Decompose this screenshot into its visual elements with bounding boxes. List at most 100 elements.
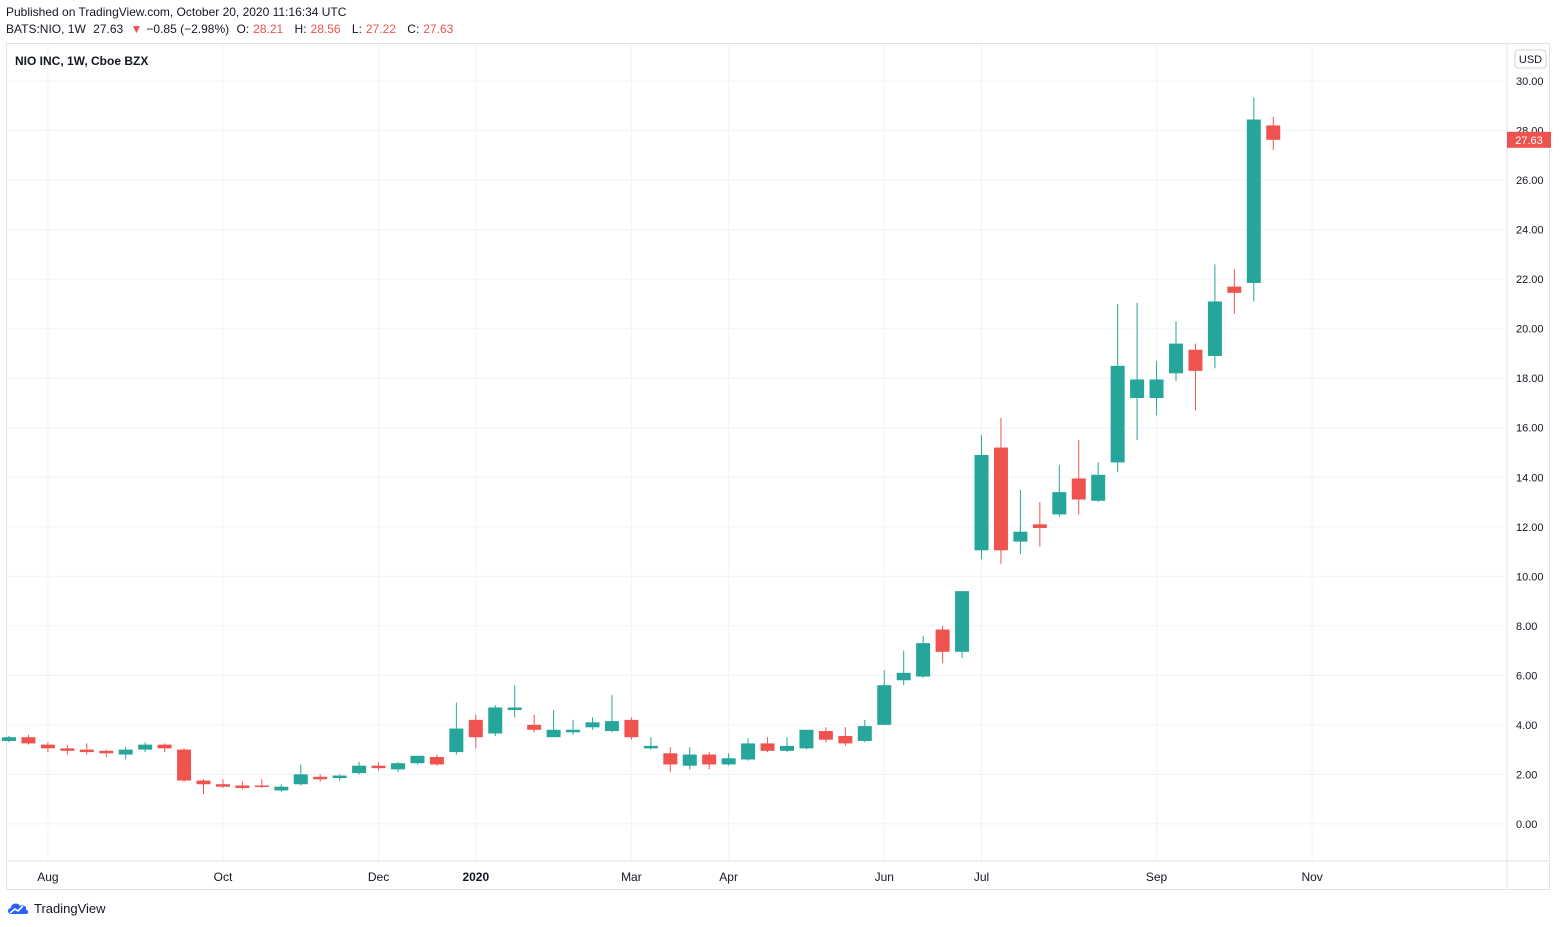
candle-body xyxy=(1149,379,1164,399)
candle-body xyxy=(79,749,94,753)
x-tick-label: 2020 xyxy=(462,870,489,884)
y-tick-label: 22.00 xyxy=(1516,274,1544,286)
candle-down xyxy=(468,714,483,749)
candle-body xyxy=(993,447,1008,551)
y-tick-label: 0.00 xyxy=(1516,819,1537,831)
x-tick-label: Sep xyxy=(1146,870,1168,884)
candle-up xyxy=(1052,464,1067,517)
candle-up xyxy=(1091,462,1106,503)
candle-down xyxy=(1188,343,1203,411)
candle-body xyxy=(235,785,250,788)
candle-body xyxy=(138,744,153,750)
candle-down xyxy=(215,779,230,788)
candle-body xyxy=(1071,478,1086,500)
candle-up xyxy=(682,747,697,770)
candle-down xyxy=(99,749,114,758)
candle-body xyxy=(546,729,561,738)
candle-body xyxy=(799,729,814,749)
candle-up xyxy=(955,591,970,658)
candle-down xyxy=(177,748,192,782)
x-tick-label: Nov xyxy=(1301,870,1322,884)
candle-down xyxy=(371,761,386,771)
candle-body xyxy=(60,748,75,751)
candle-body xyxy=(955,591,970,652)
chart-frame xyxy=(6,43,1550,890)
y-tick-label: 20.00 xyxy=(1516,324,1544,336)
candle-down xyxy=(702,752,717,770)
candle-body xyxy=(760,743,775,751)
candle-body xyxy=(21,737,36,744)
candle-up xyxy=(118,747,133,760)
candle-up xyxy=(1130,302,1145,441)
candle-body xyxy=(1110,365,1125,463)
candle-down xyxy=(1032,502,1047,547)
candle-body xyxy=(585,722,600,728)
candle-body xyxy=(1052,492,1067,515)
candle-body xyxy=(391,763,405,770)
candle-body xyxy=(780,745,794,751)
candle-body xyxy=(410,755,425,764)
candle-up xyxy=(391,761,405,772)
candle-up xyxy=(293,764,308,786)
candle-up xyxy=(896,650,911,686)
candle-body xyxy=(488,707,503,734)
y-tick-label: 24.00 xyxy=(1516,225,1544,237)
candle-body xyxy=(702,754,717,765)
y-tick-label: 8.00 xyxy=(1516,621,1537,633)
low-value: 27.22 xyxy=(365,22,396,36)
grid-lines xyxy=(7,44,1507,861)
candle-down xyxy=(1266,116,1281,150)
candle-body xyxy=(935,629,950,652)
y-tick-label: 10.00 xyxy=(1516,571,1544,583)
candle-down xyxy=(935,625,950,663)
candle-body xyxy=(877,685,892,725)
candle-up xyxy=(857,719,872,743)
candle-up xyxy=(974,435,989,559)
close-value: 27.63 xyxy=(423,22,454,36)
candle-body xyxy=(721,758,736,765)
candle-body xyxy=(624,719,639,738)
candle-up xyxy=(274,784,289,792)
candle-down xyxy=(40,742,55,753)
symbol-label: BATS:NIO, 1W xyxy=(6,22,86,36)
candle-up xyxy=(585,717,600,730)
candle-body xyxy=(196,780,211,785)
candle-body xyxy=(1032,524,1047,529)
candle-down xyxy=(313,774,328,782)
change-value: −0.85 (−2.98%) xyxy=(146,22,230,36)
candle-body xyxy=(1013,531,1028,542)
candles xyxy=(2,97,1281,795)
candle-up xyxy=(507,685,522,718)
y-tick-label: 26.00 xyxy=(1516,175,1544,187)
x-tick-label: Jul xyxy=(974,870,989,884)
candle-body xyxy=(449,728,464,753)
y-tick-label: 2.00 xyxy=(1516,769,1537,781)
tradingview-brand-label: TradingView xyxy=(34,900,106,916)
candle-body xyxy=(254,785,269,787)
candle-body xyxy=(99,750,114,754)
candle-body xyxy=(896,672,911,681)
y-tick-label: 4.00 xyxy=(1516,720,1537,732)
candle-body xyxy=(838,735,853,744)
candle-down xyxy=(663,747,678,772)
candle-up xyxy=(780,737,794,753)
footer-brand[interactable]: TradingView xyxy=(6,900,106,916)
last-price: 27.63 xyxy=(93,22,124,36)
candle-body xyxy=(527,724,542,730)
y-tick-label: 18.00 xyxy=(1516,373,1544,385)
candle-up xyxy=(332,774,347,781)
candle-body xyxy=(663,753,678,765)
candle-down xyxy=(235,781,250,790)
candle-up xyxy=(916,635,931,678)
candle-down xyxy=(624,717,639,740)
y-tick-label: 14.00 xyxy=(1516,472,1544,484)
high-value: 28.56 xyxy=(310,22,341,36)
candle-up xyxy=(877,670,892,725)
candle-body xyxy=(215,784,230,787)
candle-body xyxy=(157,744,172,749)
candle-body xyxy=(1130,379,1145,399)
low-label: L: xyxy=(351,22,362,36)
candle-up xyxy=(2,735,16,743)
candle-up xyxy=(488,705,503,736)
